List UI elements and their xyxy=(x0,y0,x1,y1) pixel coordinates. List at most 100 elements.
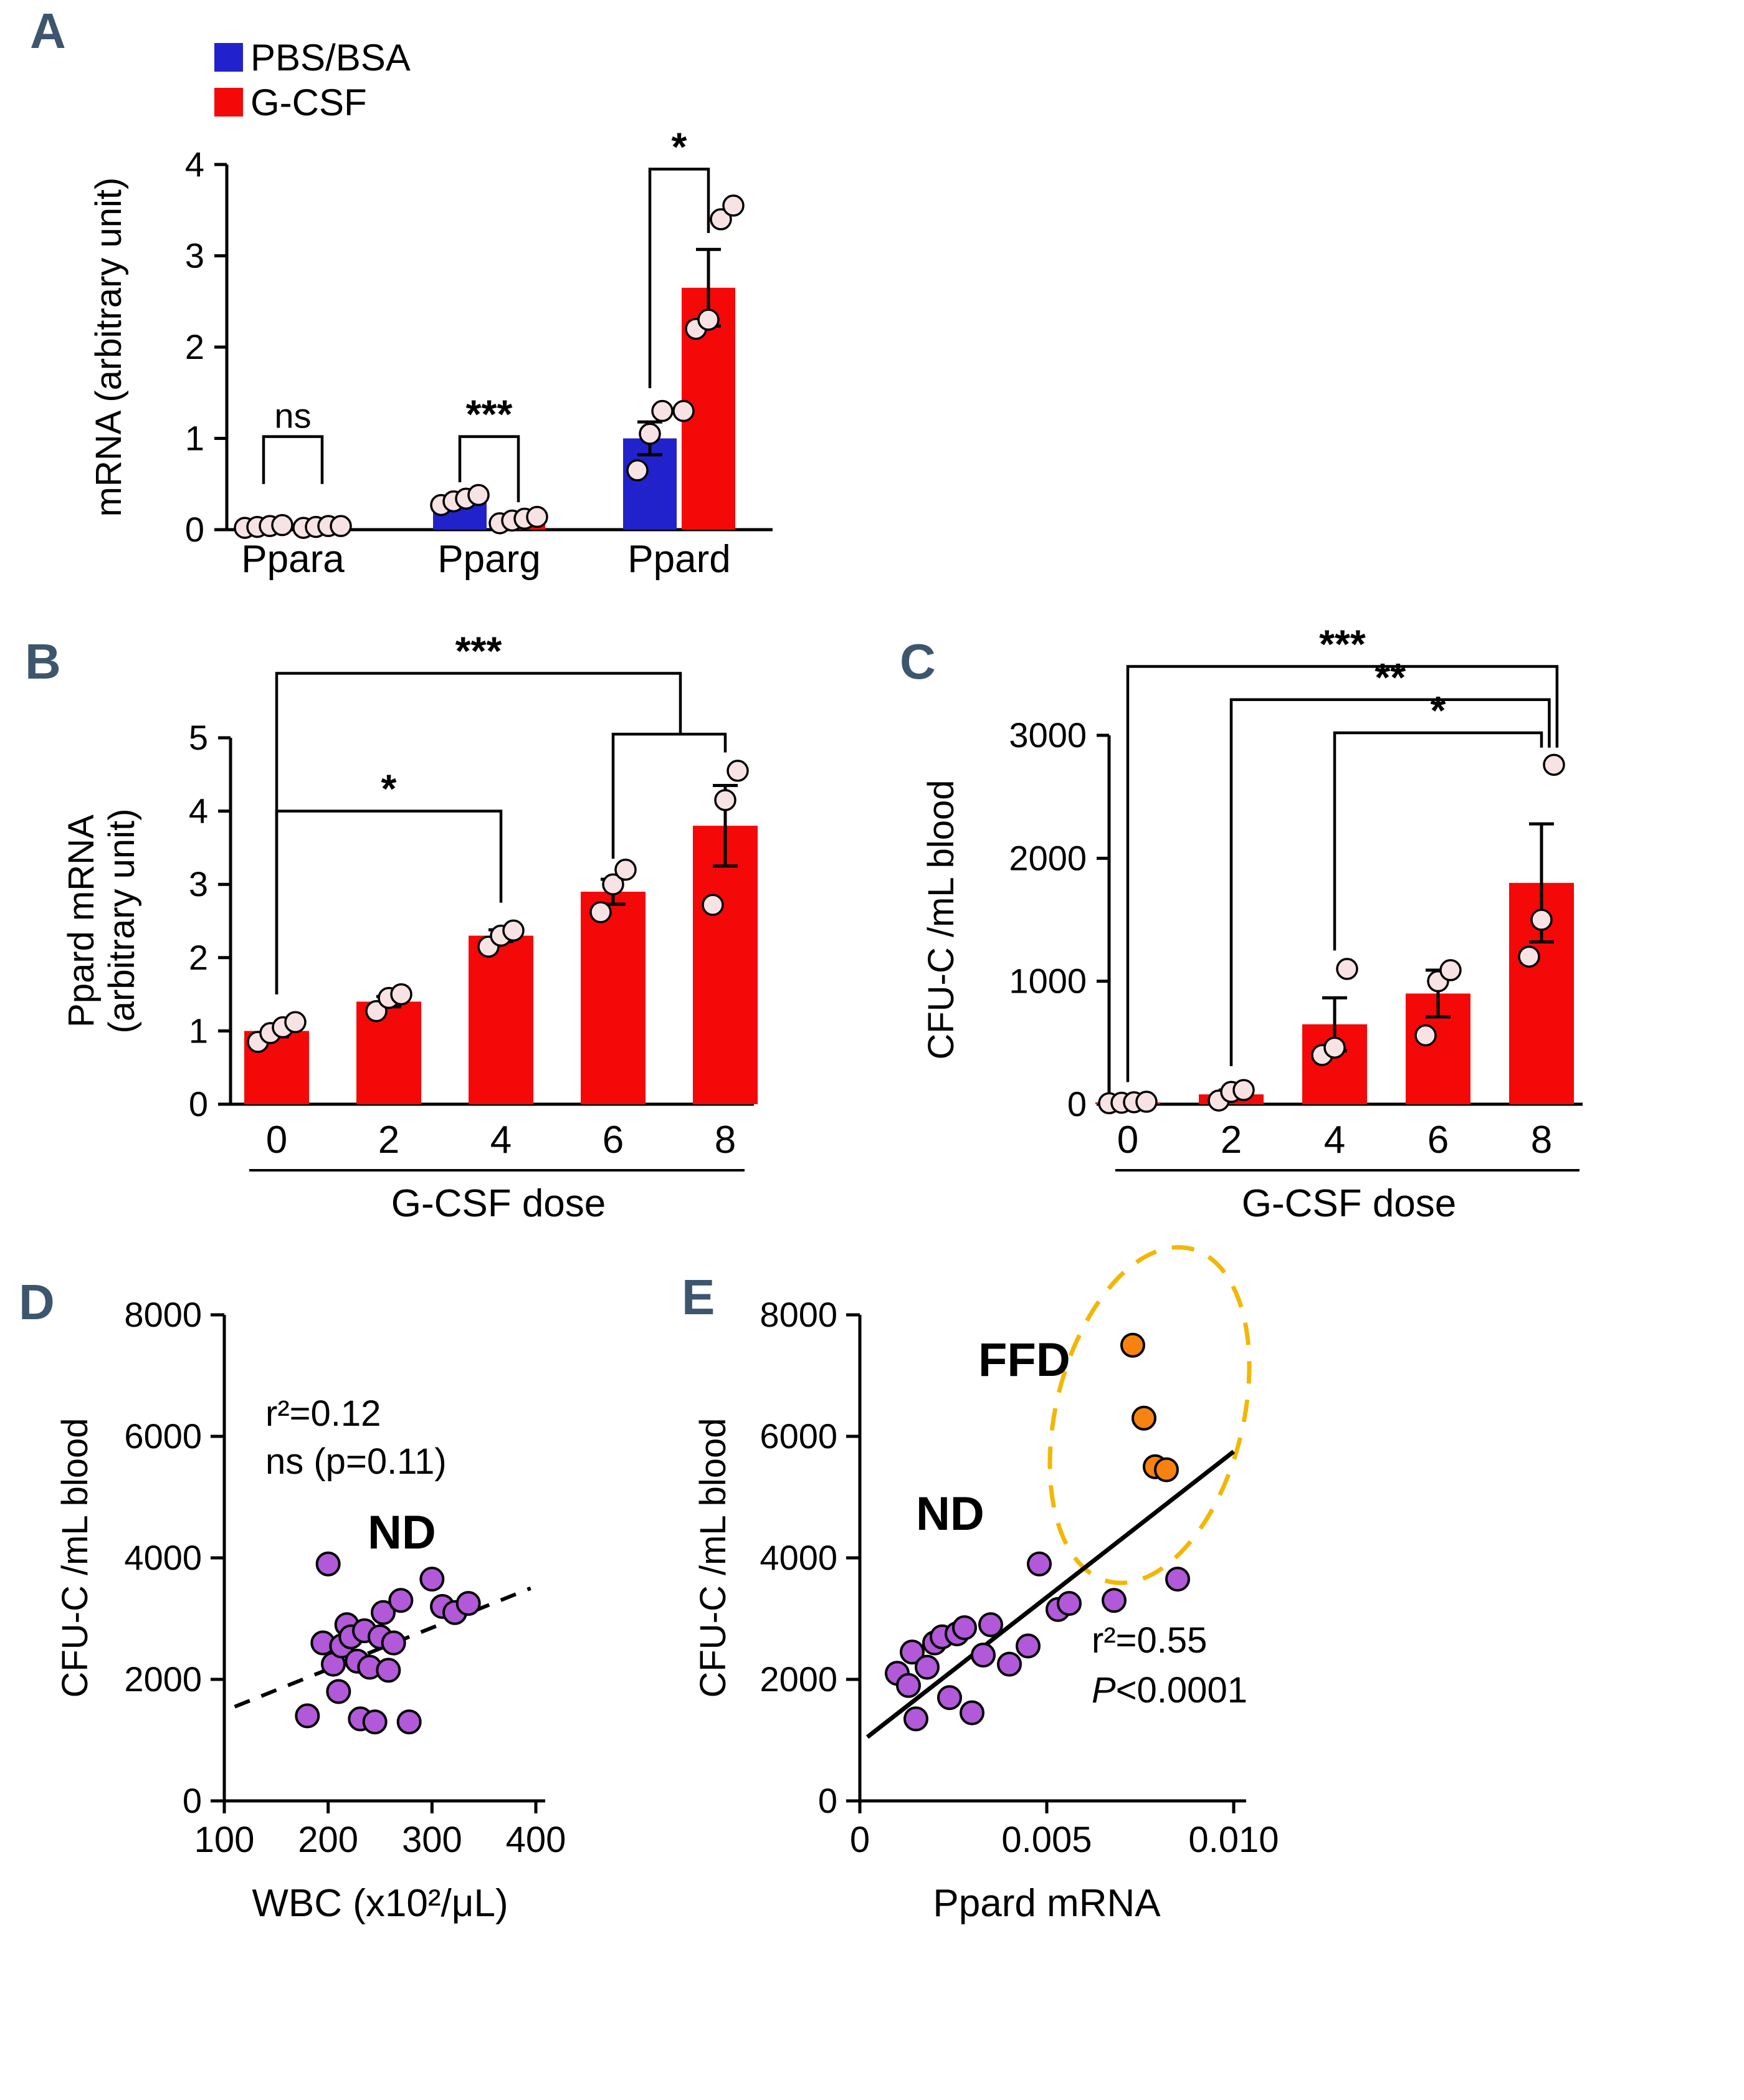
bar xyxy=(581,891,646,1104)
data-point-nd xyxy=(971,1643,996,1668)
x-category-label: Ppara xyxy=(241,538,345,581)
data-point-nd xyxy=(937,1685,962,1711)
x-tick-label: 0.005 xyxy=(1001,1820,1092,1860)
y-tick-label: 1 xyxy=(189,1011,208,1050)
data-point-nd xyxy=(362,1709,388,1735)
data-point xyxy=(1232,1079,1255,1102)
y-tick-label: 1 xyxy=(185,419,204,458)
panel-label-c: C xyxy=(900,634,936,689)
y-tick-label: 4000 xyxy=(124,1538,202,1577)
data-point xyxy=(330,515,352,537)
x-tick-label: 300 xyxy=(402,1820,462,1860)
panel-label-e: E xyxy=(682,1269,715,1325)
x-category-label: 6 xyxy=(1427,1119,1449,1162)
panel-label-a: A xyxy=(30,3,66,59)
annotation: r²=0.55 xyxy=(1092,1620,1207,1661)
legend-item-gcsf: G-CSF xyxy=(214,80,411,125)
x-category-label: 0 xyxy=(266,1119,287,1162)
bar xyxy=(469,935,533,1104)
data-point-nd xyxy=(903,1706,928,1732)
y-tick-label: 0 xyxy=(189,1084,208,1124)
x-tick-label: 200 xyxy=(298,1820,358,1860)
x-category-label: 8 xyxy=(1531,1119,1552,1162)
annotation: ND xyxy=(916,1487,984,1540)
data-point-nd xyxy=(952,1615,977,1641)
y-tick-label: 4000 xyxy=(760,1538,837,1577)
y-tick-label: 3 xyxy=(189,864,208,904)
x-tick-label: 0 xyxy=(850,1820,870,1860)
data-point-nd xyxy=(960,1700,984,1725)
bar xyxy=(693,826,758,1104)
data-point xyxy=(502,919,525,942)
annotation: ND xyxy=(368,1506,436,1559)
ffd-ellipse xyxy=(1047,1245,1252,1585)
data-point xyxy=(1518,945,1540,968)
chart-b-ppard-dose-bar: 0 1 2 3 4 5 0 2 4 6 8 Ppard mRNA (arbitrary unit) G-C… xyxy=(61,629,758,1225)
data-point xyxy=(672,399,695,422)
y-tick-label: 6000 xyxy=(124,1416,202,1456)
y-tick-label: 3000 xyxy=(1009,715,1087,755)
x-category-label: Pparg xyxy=(437,538,540,581)
significance-bracket xyxy=(275,809,503,995)
data-point-nd xyxy=(997,1651,1022,1677)
data-point-nd xyxy=(455,1591,481,1616)
y-tick-label: 4 xyxy=(189,791,208,831)
y-tick-label: 2 xyxy=(185,327,204,366)
y-tick-label: 2000 xyxy=(1009,838,1087,877)
x-axis-title: WBC (x10²/μL) xyxy=(252,1882,508,1925)
x-category-label: 8 xyxy=(715,1119,736,1162)
annotation: P<0.0001 xyxy=(1092,1670,1247,1711)
chart-d-wbc-cfu-scatter: 0 2000 4000 6000 8000 100 200 300 400 CFU-C /mL b… xyxy=(55,1295,566,1925)
data-point-nd xyxy=(978,1612,1003,1638)
x-category-label: 2 xyxy=(378,1119,399,1162)
data-point-ffd xyxy=(1120,1332,1145,1358)
data-point-nd xyxy=(295,1703,320,1729)
data-point-nd xyxy=(896,1673,921,1698)
data-point-nd xyxy=(1102,1588,1127,1613)
significance-bracket xyxy=(262,435,324,484)
data-point xyxy=(1543,753,1565,776)
y-tick-label: 3 xyxy=(185,236,204,275)
data-point xyxy=(651,399,674,422)
data-point xyxy=(702,894,724,916)
significance-label: * xyxy=(1431,688,1446,733)
data-point-nd xyxy=(371,1600,396,1625)
data-point xyxy=(602,873,624,895)
data-point xyxy=(589,901,612,924)
y-tick-label: 6000 xyxy=(760,1416,837,1456)
y-axis-title: (arbitrary unit) xyxy=(102,809,142,1034)
significance-label: * xyxy=(672,124,687,169)
trend-line xyxy=(865,1449,1236,1739)
data-point xyxy=(271,513,293,537)
data-point-nd xyxy=(381,1630,406,1656)
x-category-label: 6 xyxy=(603,1119,624,1162)
x-axis-title: Ppard mRNA xyxy=(933,1882,1161,1925)
data-point xyxy=(1135,1091,1158,1113)
y-axis-title: CFU-C /mL blood xyxy=(921,780,961,1059)
data-point xyxy=(1414,1024,1437,1047)
y-axis-title: Ppard mRNA xyxy=(61,814,102,1028)
chart-c-cfu-dose-bar: 0 1000 2000 3000 0 2 4 6 8 CFU-C /mL blood G-CSF d… xyxy=(921,621,1583,1225)
data-point-nd xyxy=(900,1639,925,1665)
data-point xyxy=(365,1000,388,1023)
data-point xyxy=(697,308,720,331)
y-tick-label: 5 xyxy=(189,718,208,757)
x-axis-title: G-CSF dose xyxy=(391,1182,606,1225)
y-tick-label: 0 xyxy=(1067,1084,1087,1124)
data-point xyxy=(526,505,548,528)
y-tick-label: 8000 xyxy=(124,1295,202,1334)
data-point-nd xyxy=(1027,1551,1052,1577)
data-point xyxy=(284,1011,307,1034)
significance-label: *** xyxy=(455,629,502,674)
x-axis-title: G-CSF dose xyxy=(1242,1182,1457,1225)
data-point-ffd xyxy=(1132,1405,1156,1431)
significance-bracket xyxy=(1229,698,1551,1066)
annotation: r²=0.12 xyxy=(265,1393,381,1434)
data-point xyxy=(467,484,490,507)
x-tick-label: 0.010 xyxy=(1188,1820,1279,1860)
significance-bracket xyxy=(648,168,710,388)
data-point-nd xyxy=(326,1679,351,1704)
y-tick-label: 8000 xyxy=(760,1295,837,1334)
data-point xyxy=(639,422,661,445)
